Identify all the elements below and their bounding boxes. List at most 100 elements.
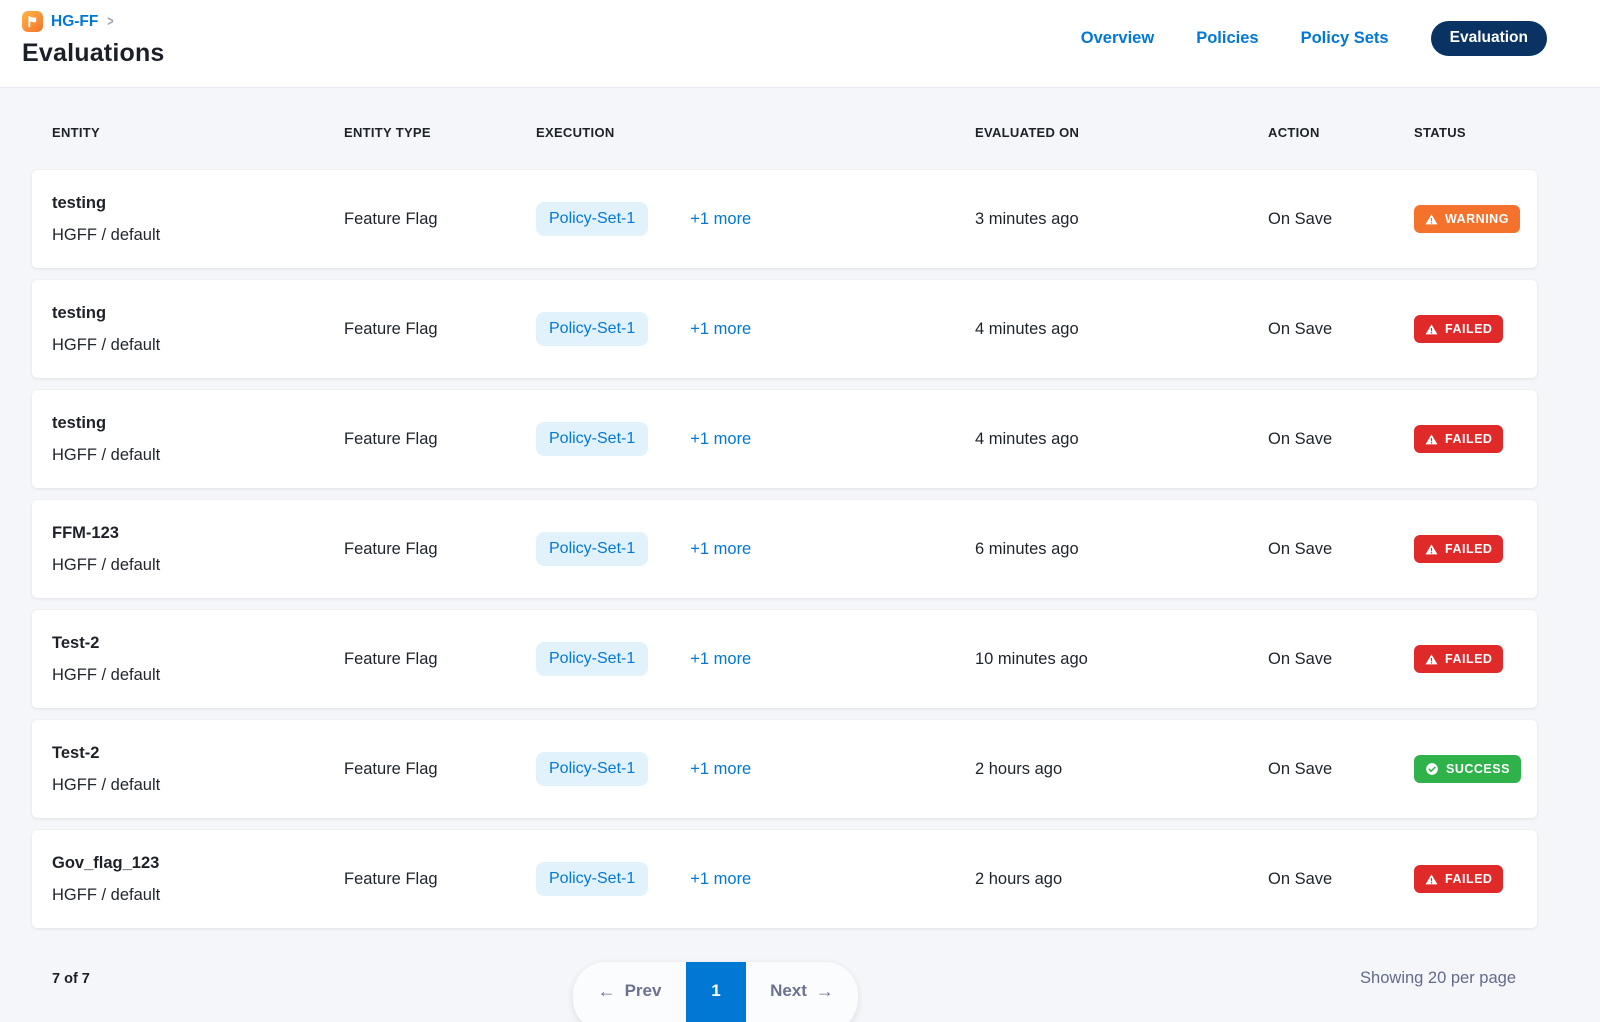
execution-cell: Policy-Set-1 +1 more bbox=[536, 532, 975, 566]
entity-identifier: HGFF / default bbox=[52, 335, 161, 354]
more-policies-link[interactable]: +1 more bbox=[690, 429, 752, 448]
header-left: HG-FF > Evaluations bbox=[22, 0, 165, 87]
status-label: SUCCESS bbox=[1446, 762, 1510, 776]
policy-set-chip[interactable]: Policy-Set-1 bbox=[536, 752, 649, 786]
column-header-entity: ENTITY bbox=[52, 124, 101, 140]
status-cell: SUCCESS bbox=[1414, 755, 1537, 783]
entity-name: testing bbox=[52, 303, 107, 322]
flag-icon bbox=[22, 11, 43, 32]
action-cell: On Save bbox=[1268, 539, 1333, 558]
status-badge: FAILED bbox=[1414, 865, 1504, 893]
entity-cell: Test-2 HGFF / default bbox=[52, 634, 344, 685]
check-circle-icon bbox=[1426, 763, 1438, 775]
next-page-button[interactable]: Next → bbox=[746, 962, 858, 1022]
execution-cell: Policy-Set-1 +1 more bbox=[536, 202, 975, 236]
action-cell: On Save bbox=[1268, 759, 1333, 778]
entity-type-cell: Feature Flag bbox=[344, 539, 438, 558]
policy-set-chip[interactable]: Policy-Set-1 bbox=[536, 422, 649, 456]
evaluated-on-cell: 10 minutes ago bbox=[975, 649, 1088, 668]
warning-triangle-icon bbox=[1425, 873, 1438, 884]
arrow-right-icon: → bbox=[815, 980, 834, 1001]
entity-cell: testing HGFF / default bbox=[52, 194, 344, 245]
policy-set-chip[interactable]: Policy-Set-1 bbox=[536, 642, 649, 676]
status-badge: SUCCESS bbox=[1414, 755, 1521, 783]
column-header-entity-type: ENTITY TYPE bbox=[344, 124, 431, 140]
table-row[interactable]: Test-2 HGFF / default Feature Flag Polic… bbox=[32, 720, 1537, 818]
execution-cell: Policy-Set-1 +1 more bbox=[536, 422, 975, 456]
entity-cell: testing HGFF / default bbox=[52, 414, 344, 465]
more-policies-link[interactable]: +1 more bbox=[690, 539, 752, 558]
status-label: WARNING bbox=[1445, 212, 1509, 226]
entity-identifier: HGFF / default bbox=[52, 555, 161, 574]
tab-evaluation-active[interactable]: Evaluation bbox=[1430, 20, 1547, 56]
status-label: FAILED bbox=[1445, 652, 1493, 666]
policy-set-chip[interactable]: Policy-Set-1 bbox=[536, 312, 649, 346]
evaluated-on-cell: 4 minutes ago bbox=[975, 319, 1079, 338]
pagination: ← Prev 1 Next → bbox=[573, 962, 858, 1022]
tab-policy-sets[interactable]: Policy Sets bbox=[1300, 28, 1389, 47]
column-header-status: STATUS bbox=[1414, 124, 1466, 140]
breadcrumb-project-link[interactable]: HG-FF bbox=[51, 12, 99, 30]
entity-cell: Gov_flag_123 HGFF / default bbox=[52, 854, 344, 905]
total-count: 7 of 7 bbox=[52, 971, 90, 987]
entity-name: Test-2 bbox=[52, 743, 100, 762]
entity-name: Gov_flag_123 bbox=[52, 853, 160, 872]
table-row[interactable]: Test-2 HGFF / default Feature Flag Polic… bbox=[32, 610, 1537, 708]
table-row[interactable]: FFM-123 HGFF / default Feature Flag Poli… bbox=[32, 500, 1537, 598]
table-row[interactable]: testing HGFF / default Feature Flag Poli… bbox=[32, 390, 1537, 488]
current-page-button[interactable]: 1 bbox=[686, 962, 746, 1022]
policy-set-chip[interactable]: Policy-Set-1 bbox=[536, 202, 649, 236]
per-page-label: Showing 20 per page bbox=[1360, 969, 1516, 987]
prev-page-button[interactable]: ← Prev bbox=[573, 962, 686, 1022]
entity-identifier: HGFF / default bbox=[52, 225, 161, 244]
entity-identifier: HGFF / default bbox=[52, 665, 161, 684]
evaluations-content: ENTITY ENTITY TYPE EXECUTION EVALUATED O… bbox=[0, 88, 1600, 1022]
status-badge: FAILED bbox=[1414, 425, 1504, 453]
status-cell: FAILED bbox=[1414, 645, 1537, 673]
execution-cell: Policy-Set-1 +1 more bbox=[536, 642, 975, 676]
column-header-action: ACTION bbox=[1268, 124, 1320, 140]
next-label: Next bbox=[770, 981, 807, 1000]
entity-name: testing bbox=[52, 193, 107, 212]
entity-identifier: HGFF / default bbox=[52, 775, 161, 794]
table-row[interactable]: Gov_flag_123 HGFF / default Feature Flag… bbox=[32, 830, 1537, 928]
status-label: FAILED bbox=[1445, 542, 1493, 556]
status-cell: FAILED bbox=[1414, 315, 1537, 343]
status-cell: FAILED bbox=[1414, 535, 1537, 563]
warning-triangle-icon bbox=[1425, 543, 1438, 554]
execution-cell: Policy-Set-1 +1 more bbox=[536, 752, 975, 786]
action-cell: On Save bbox=[1268, 209, 1333, 228]
table-footer: 7 of 7 ← Prev 1 Next → Showing 20 per pa… bbox=[32, 940, 1537, 1022]
status-label: FAILED bbox=[1445, 432, 1493, 446]
tab-overview[interactable]: Overview bbox=[1080, 28, 1155, 47]
more-policies-link[interactable]: +1 more bbox=[690, 759, 752, 778]
evaluated-on-cell: 2 hours ago bbox=[975, 869, 1063, 888]
more-policies-link[interactable]: +1 more bbox=[690, 319, 752, 338]
action-cell: On Save bbox=[1268, 869, 1333, 888]
table-row[interactable]: testing HGFF / default Feature Flag Poli… bbox=[32, 280, 1537, 378]
entity-identifier: HGFF / default bbox=[52, 445, 161, 464]
entity-name: testing bbox=[52, 413, 107, 432]
tab-policies[interactable]: Policies bbox=[1196, 28, 1259, 47]
entity-name: Test-2 bbox=[52, 633, 100, 652]
warning-triangle-icon bbox=[1425, 433, 1438, 444]
entity-type-cell: Feature Flag bbox=[344, 429, 438, 448]
status-badge: FAILED bbox=[1414, 315, 1504, 343]
entity-cell: Test-2 HGFF / default bbox=[52, 744, 344, 795]
arrow-left-icon: ← bbox=[597, 980, 616, 1001]
table-row[interactable]: testing HGFF / default Feature Flag Poli… bbox=[32, 170, 1537, 268]
more-policies-link[interactable]: +1 more bbox=[690, 649, 752, 668]
evaluated-on-cell: 2 hours ago bbox=[975, 759, 1063, 778]
warning-triangle-icon bbox=[1425, 653, 1438, 664]
execution-cell: Policy-Set-1 +1 more bbox=[536, 312, 975, 346]
status-badge: WARNING bbox=[1414, 205, 1520, 233]
entity-name: FFM-123 bbox=[52, 523, 119, 542]
status-cell: WARNING bbox=[1414, 205, 1537, 233]
more-policies-link[interactable]: +1 more bbox=[690, 869, 752, 888]
page-header: HG-FF > Evaluations Overview Policies Po… bbox=[0, 0, 1600, 88]
chevron-right-icon: > bbox=[107, 13, 114, 30]
entity-type-cell: Feature Flag bbox=[344, 649, 438, 668]
policy-set-chip[interactable]: Policy-Set-1 bbox=[536, 862, 649, 896]
more-policies-link[interactable]: +1 more bbox=[690, 209, 752, 228]
policy-set-chip[interactable]: Policy-Set-1 bbox=[536, 532, 649, 566]
